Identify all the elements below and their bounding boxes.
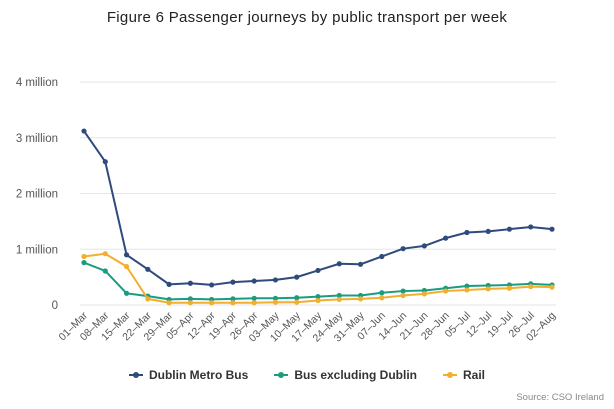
y-axis-ticks: 0 1 million 2 million 3 million 4 million — [16, 77, 58, 312]
legend-label: Rail — [462, 368, 485, 382]
data-point[interactable] — [315, 294, 321, 300]
data-point[interactable] — [251, 300, 257, 306]
data-point[interactable] — [272, 277, 279, 283]
data-point[interactable] — [123, 290, 130, 296]
legend-label: Dublin Metro Bus — [148, 368, 249, 382]
legend-label: Bus excluding Dublin — [294, 368, 417, 382]
data-point[interactable] — [400, 292, 406, 299]
legend: Dublin Metro Bus Bus excluding Dublin Ra… — [0, 368, 614, 382]
data-point[interactable] — [230, 279, 236, 285]
data-point[interactable] — [81, 253, 87, 260]
data-point[interactable] — [294, 274, 300, 280]
x-axis-ticks: 01–Mar08–Mar15–Mar22–Mar29–Mar05–Apr12–A… — [56, 309, 558, 344]
series-dublin-metro-bus — [81, 128, 555, 288]
legend-swatch-rail — [442, 370, 457, 380]
series-lines — [81, 128, 555, 306]
data-point[interactable] — [443, 288, 449, 294]
data-point[interactable] — [336, 296, 342, 303]
data-point[interactable] — [123, 263, 130, 270]
data-point[interactable] — [506, 226, 513, 232]
data-point[interactable] — [549, 284, 555, 290]
series-line-dublin-metro-bus — [83, 130, 553, 286]
data-point[interactable] — [166, 300, 172, 306]
data-point[interactable] — [549, 226, 555, 232]
data-point[interactable] — [294, 295, 300, 301]
data-point[interactable] — [485, 286, 491, 292]
y-tick-label: 2 million — [16, 189, 58, 201]
data-point[interactable] — [485, 228, 491, 235]
data-point[interactable] — [102, 159, 108, 165]
data-point[interactable] — [81, 128, 87, 134]
data-point[interactable] — [421, 291, 427, 297]
data-point[interactable] — [209, 282, 215, 288]
data-point[interactable] — [187, 296, 193, 302]
data-point[interactable] — [464, 287, 470, 293]
data-point[interactable] — [123, 252, 130, 258]
data-point[interactable] — [315, 267, 321, 274]
legend-item-bus-excluding-dublin[interactable]: Bus excluding Dublin — [274, 368, 417, 382]
data-point[interactable] — [506, 285, 513, 291]
series-rail — [81, 251, 555, 306]
data-point[interactable] — [528, 284, 534, 290]
data-point[interactable] — [251, 278, 257, 284]
data-point[interactable] — [464, 229, 470, 236]
data-point[interactable] — [315, 297, 321, 304]
gridlines — [80, 81, 556, 306]
y-tick-label: 3 million — [16, 133, 58, 145]
data-point[interactable] — [443, 235, 449, 241]
data-point[interactable] — [400, 288, 406, 294]
data-point[interactable] — [400, 246, 406, 252]
legend-swatch-bus-excluding-dublin — [274, 370, 289, 380]
data-point[interactable] — [102, 251, 108, 257]
data-point[interactable] — [209, 300, 215, 306]
data-point[interactable] — [336, 261, 342, 267]
data-point[interactable] — [187, 280, 193, 286]
data-point[interactable] — [166, 281, 172, 287]
data-point[interactable] — [102, 268, 108, 274]
data-point[interactable] — [464, 283, 470, 289]
chart-title: Figure 6 Passenger journeys by public tr… — [106, 9, 508, 26]
data-point[interactable] — [357, 261, 364, 267]
data-point[interactable] — [357, 296, 364, 302]
data-point[interactable] — [528, 224, 534, 230]
data-point[interactable] — [230, 300, 236, 306]
data-point[interactable] — [272, 295, 279, 301]
data-point[interactable] — [251, 295, 257, 301]
source-credit[interactable]: Source: CSO Ireland — [516, 392, 604, 403]
data-point[interactable] — [272, 299, 279, 305]
legend-item-dublin-metro-bus[interactable]: Dublin Metro Bus — [128, 368, 249, 382]
y-tick-label: 1 million — [16, 244, 58, 256]
data-point[interactable] — [230, 296, 236, 302]
data-point[interactable] — [379, 290, 385, 296]
data-point[interactable] — [187, 300, 193, 306]
y-tick-label: 4 million — [16, 77, 58, 89]
legend-swatch-dublin-metro-bus — [128, 370, 143, 380]
data-point[interactable] — [336, 292, 342, 299]
data-point[interactable] — [81, 260, 87, 266]
data-point[interactable] — [379, 253, 385, 260]
data-point[interactable] — [294, 299, 300, 305]
data-point[interactable] — [421, 243, 427, 249]
series-bus-excluding-dublin — [81, 260, 555, 303]
data-point[interactable] — [145, 266, 151, 272]
y-tick-label: 0 — [52, 300, 58, 312]
legend-item-rail[interactable]: Rail — [442, 368, 485, 382]
data-point[interactable] — [145, 296, 151, 302]
data-point[interactable] — [379, 295, 385, 301]
